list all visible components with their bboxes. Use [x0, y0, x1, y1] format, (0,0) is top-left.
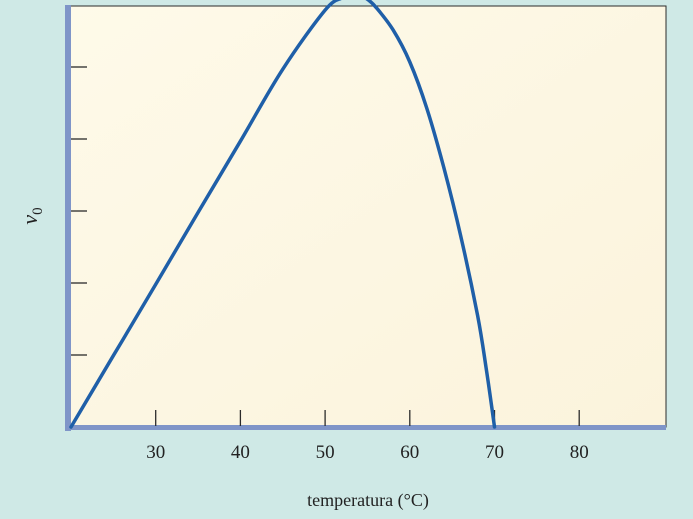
x-tick-label-3: 60	[400, 442, 419, 463]
x-tick-label-4: 70	[485, 442, 504, 463]
series-layer	[69, 0, 497, 429]
x-axis-line	[65, 425, 666, 430]
y-axis-line	[65, 5, 71, 431]
series-line-0	[69, 0, 497, 429]
y-axis-label-main: v	[17, 215, 42, 225]
svg-text:v0: v0	[17, 207, 46, 224]
plot-area	[69, 5, 667, 428]
x-tick-label-5: 80	[570, 442, 589, 463]
y-axis-label: v0	[17, 207, 46, 224]
x-tick-label-0: 30	[146, 442, 165, 463]
x-tick-labels: 30 40 50 60 70 80	[146, 442, 589, 463]
x-tick-label-2: 50	[316, 442, 335, 463]
x-axis-label: temperatura (°C)	[307, 490, 429, 511]
x-tick-label-1: 40	[231, 442, 250, 463]
y-ticks	[71, 66, 87, 356]
y-axis-label-subscript: 0	[30, 207, 46, 215]
